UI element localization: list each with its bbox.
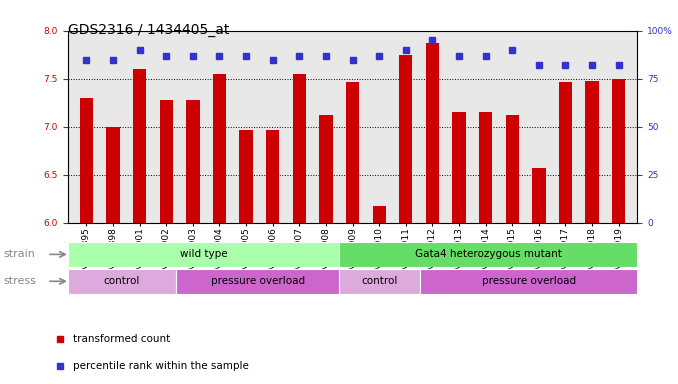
Bar xyxy=(532,168,546,223)
Bar xyxy=(293,74,306,223)
Bar xyxy=(213,74,226,223)
Bar xyxy=(106,127,120,223)
Text: Gata4 heterozygous mutant: Gata4 heterozygous mutant xyxy=(415,249,561,260)
Bar xyxy=(612,79,625,223)
Text: strain: strain xyxy=(3,249,35,259)
Bar xyxy=(176,269,339,294)
Bar xyxy=(346,82,359,223)
Text: pressure overload: pressure overload xyxy=(482,276,576,286)
Bar xyxy=(585,81,599,223)
Text: percentile rank within the sample: percentile rank within the sample xyxy=(73,361,248,371)
Bar xyxy=(186,100,199,223)
Bar xyxy=(372,207,386,223)
Text: GDS2316 / 1434405_at: GDS2316 / 1434405_at xyxy=(68,23,229,37)
Text: control: control xyxy=(104,276,140,286)
Bar xyxy=(319,115,333,223)
Bar xyxy=(266,130,279,223)
Text: transformed count: transformed count xyxy=(73,334,170,344)
Text: pressure overload: pressure overload xyxy=(211,276,304,286)
Bar xyxy=(80,98,93,223)
Bar xyxy=(426,43,439,223)
Bar xyxy=(133,69,146,223)
Bar xyxy=(68,242,339,267)
Bar xyxy=(399,55,412,223)
Bar xyxy=(239,130,253,223)
Bar xyxy=(452,112,466,223)
Bar xyxy=(339,269,420,294)
Text: stress: stress xyxy=(3,276,36,286)
Bar xyxy=(559,82,572,223)
Bar xyxy=(479,112,492,223)
Text: control: control xyxy=(361,276,398,286)
Bar xyxy=(506,115,519,223)
Bar xyxy=(420,269,637,294)
Bar xyxy=(68,269,176,294)
Bar xyxy=(159,100,173,223)
Bar xyxy=(339,242,637,267)
Text: wild type: wild type xyxy=(180,249,227,260)
